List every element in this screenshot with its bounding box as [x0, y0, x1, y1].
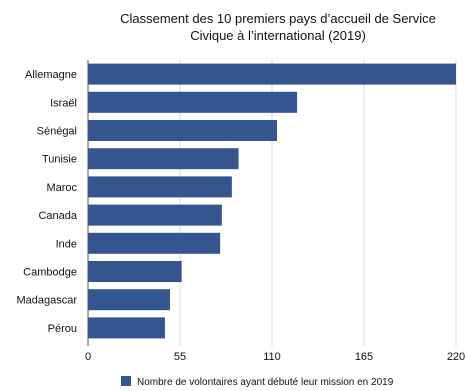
chart-title-line-1: Classement des 10 premiers pays d’accuei…: [120, 11, 436, 26]
bars: [88, 63, 456, 339]
legend: Nombre de volontaires ayant débuté leur …: [121, 376, 394, 388]
category-label: Madagascar: [16, 295, 77, 307]
category-label: Israël: [50, 97, 77, 109]
bar: [88, 232, 221, 254]
legend-label: Nombre de volontaires ayant débuté leur …: [137, 377, 394, 388]
bar: [88, 317, 165, 339]
category-label: Inde: [56, 238, 77, 250]
category-label: Cambodge: [23, 267, 77, 279]
category-label: Allemagne: [25, 69, 77, 81]
category-label: Tunisie: [42, 154, 77, 166]
x-tick-label: 55: [174, 351, 186, 363]
bar: [88, 91, 298, 113]
bar: [88, 261, 182, 282]
chart-title-line-2: Civique à l’international (2019): [190, 28, 366, 43]
bar: [88, 63, 456, 85]
bar: [88, 289, 170, 311]
category-label: Sénégal: [37, 126, 77, 138]
bar: [88, 148, 239, 170]
x-tick-label: 220: [447, 351, 465, 363]
bar: [88, 204, 222, 226]
category-label: Canada: [38, 210, 77, 222]
x-tick-label: 110: [263, 351, 281, 363]
category-label: Pérou: [48, 323, 77, 335]
bar: [88, 120, 278, 141]
category-labels: Allemagne Israël Sénégal Tunisie Maroc Canada…: [16, 69, 77, 335]
bar: [88, 176, 232, 198]
legend-swatch: [121, 376, 131, 386]
x-tick-label: 0: [85, 351, 91, 363]
category-label: Maroc: [46, 182, 77, 194]
x-tick-labels: 0 55 110 165 220: [85, 351, 465, 363]
chart-title: Classement des 10 premiers pays d’accuei…: [120, 11, 436, 43]
x-tick-label: 165: [355, 351, 373, 363]
